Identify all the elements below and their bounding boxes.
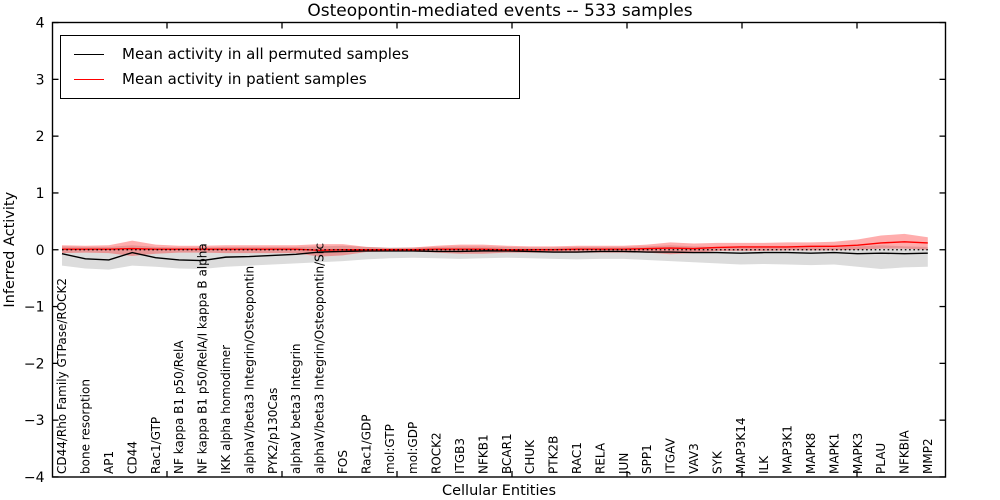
x-category-label: SPP1 bbox=[640, 444, 654, 474]
x-category-label: NFKBIA bbox=[898, 429, 912, 474]
permuted-line-swatch bbox=[74, 53, 104, 55]
x-category-label: ITGAV bbox=[664, 437, 678, 474]
x-category-label: VAV3 bbox=[687, 443, 701, 474]
chart-title: Osteopontin-mediated events -- 533 sampl… bbox=[307, 1, 693, 21]
x-category-label: alphaV/beta3 Integrin/Osteopontin/Src bbox=[313, 243, 327, 474]
y-tick-label: 2 bbox=[36, 129, 45, 145]
x-category-label: MAPK3 bbox=[851, 433, 865, 474]
confidence-band-patient bbox=[62, 233, 928, 257]
x-category-label: NF kappa B1 p50/RelA/I kappa B alpha bbox=[196, 243, 210, 474]
legend-label: Mean activity in patient samples bbox=[122, 70, 367, 89]
x-category-label: AP1 bbox=[102, 451, 116, 474]
x-category-label: bone resorption bbox=[79, 379, 93, 474]
x-category-label: IKK alpha homodimer bbox=[219, 345, 233, 474]
x-category-label: RAC1 bbox=[570, 442, 584, 474]
y-tick-label: 1 bbox=[36, 186, 45, 202]
x-category-label: mol:GTP bbox=[383, 424, 397, 474]
x-category-label: NF kappa B1 p50/RelA bbox=[172, 340, 186, 474]
x-category-label: mol:GDP bbox=[406, 422, 420, 474]
confidence-band-permuted bbox=[62, 245, 928, 270]
x-category-label: alphaV/beta3 Integrin/Osteopontin bbox=[242, 266, 256, 474]
x-category-label: MAP3K14 bbox=[734, 417, 748, 474]
y-tick-label: −3 bbox=[24, 413, 45, 429]
x-category-label: ITGB3 bbox=[453, 438, 467, 474]
x-category-label: RELA bbox=[593, 442, 607, 474]
x-category-label: NFKB1 bbox=[476, 434, 490, 474]
y-tick-label: −4 bbox=[24, 470, 45, 486]
x-category-label: CD44 bbox=[125, 441, 139, 474]
y-tick-label: 4 bbox=[36, 16, 45, 32]
x-category-label: PYK2/p130Cas bbox=[266, 388, 280, 474]
legend: Mean activity in all permuted samples Me… bbox=[60, 35, 520, 99]
patient-line-swatch bbox=[74, 79, 104, 81]
x-category-label: CHUK bbox=[523, 439, 537, 474]
x-category-label: Rac1/GTP bbox=[149, 417, 163, 474]
legend-label: Mean activity in all permuted samples bbox=[122, 44, 409, 63]
x-category-label: JUN bbox=[617, 453, 631, 475]
series-line-permuted bbox=[61, 250, 928, 262]
x-category-label: MMP2 bbox=[921, 438, 935, 474]
y-tick-label: −1 bbox=[24, 300, 45, 316]
x-category-label: alphaV beta3 Integrin bbox=[289, 343, 303, 474]
series-line-patient bbox=[62, 241, 928, 252]
x-category-label: PLAU bbox=[874, 443, 888, 474]
legend-item-patient: Mean activity in patient samples bbox=[74, 72, 519, 87]
x-category-label: MAPK8 bbox=[804, 433, 818, 474]
y-axis-title: Inferred Activity bbox=[2, 191, 18, 307]
x-category-label: MAPK1 bbox=[827, 433, 841, 474]
x-category-label: BCAR1 bbox=[500, 433, 514, 474]
x-category-label: PTK2B bbox=[547, 436, 561, 474]
x-axis-title: Cellular Entities bbox=[442, 483, 556, 499]
x-category-label: MAP3K1 bbox=[781, 425, 795, 474]
y-tick-label: 0 bbox=[36, 243, 45, 259]
x-category-label: ROCK2 bbox=[430, 432, 444, 474]
y-tick-label: 3 bbox=[36, 72, 45, 88]
x-category-label: Rac1/GDP bbox=[359, 415, 373, 474]
x-category-label: ILK bbox=[757, 455, 771, 474]
x-category-label: FOS bbox=[336, 450, 350, 474]
x-category-label: SYK bbox=[710, 450, 724, 474]
x-category-label: CD44/Rho Family GTPase/ROCK2 bbox=[55, 278, 69, 474]
y-tick-label: −2 bbox=[24, 356, 45, 372]
legend-item-permuted: Mean activity in all permuted samples bbox=[74, 44, 519, 63]
